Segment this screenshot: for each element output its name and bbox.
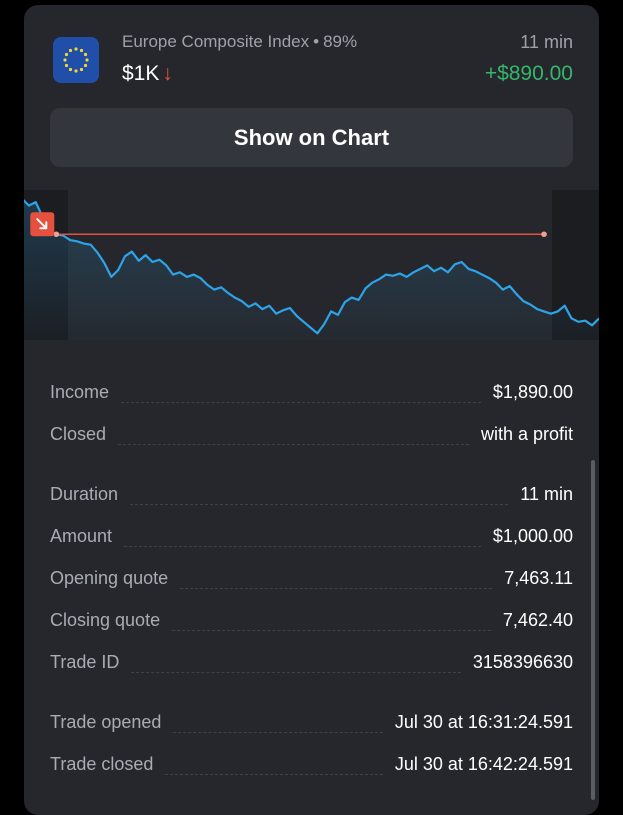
detail-row-amount: Amount $1,000.00 — [50, 511, 573, 553]
trade-id-value: 3158396630 — [472, 652, 573, 672]
closed-value: with a profit — [480, 424, 573, 444]
eu-star-icon — [68, 67, 73, 72]
eu-star-icon — [79, 67, 84, 72]
detail-row-closed: Closed with a profit — [50, 409, 573, 451]
eu-star-icon — [79, 48, 84, 53]
dotted-leader — [172, 629, 491, 631]
detail-row-duration: Duration 11 min — [50, 469, 573, 511]
detail-row-opening-quote: Opening quote 7,463.11 — [50, 553, 573, 595]
income-label: Income — [50, 382, 110, 402]
arrow-down-icon: ↓ — [162, 62, 173, 85]
duration-label: Duration — [50, 484, 119, 504]
eu-star-icon — [68, 48, 73, 53]
profit-amount: +$890.00 — [484, 62, 573, 85]
show-on-chart-button[interactable]: Show on Chart — [50, 108, 573, 167]
trade-opened-label: Trade opened — [50, 712, 162, 732]
detail-row-closing-quote: Closing quote 7,462.40 — [50, 595, 573, 637]
arrow-down-right-icon — [36, 218, 48, 230]
dotted-leader — [121, 401, 481, 403]
separator-dot: • — [313, 32, 320, 51]
closed-label: Closed — [50, 424, 107, 444]
duration-value: 11 min — [520, 484, 573, 504]
dotted-leader — [173, 731, 383, 733]
eu-flag-icon — [53, 37, 99, 83]
income-value: $1,890.00 — [492, 382, 573, 402]
price-area — [24, 200, 599, 340]
eu-star-icon — [64, 63, 69, 68]
trade-header: Europe Composite Index • 89% $1K ↓ 11 min +… — [24, 5, 599, 105]
price-line — [24, 199, 599, 335]
trade-close-marker — [541, 231, 547, 238]
detail-row-trade-opened: Trade opened Jul 30 at 16:31:24.591 — [50, 697, 573, 739]
detail-row-income: Income $1,890.00 — [50, 367, 573, 409]
asset-info: Europe Composite Index • 89% — [122, 32, 357, 52]
eu-stars-icon — [63, 47, 89, 73]
amount-label: Amount — [50, 526, 113, 546]
dotted-leader — [130, 503, 509, 505]
eu-star-icon — [63, 58, 67, 62]
trade-direction-badge — [30, 212, 55, 237]
eu-star-icon — [64, 52, 69, 57]
eu-star-icon — [83, 63, 88, 68]
opening-quote-label: Opening quote — [50, 568, 169, 588]
trade-closed-value: Jul 30 at 16:42:24.591 — [394, 754, 573, 774]
trade-chart — [24, 190, 599, 340]
trade-details-card: Europe Composite Index • 89% $1K ↓ 11 min +… — [24, 5, 599, 815]
eu-star-icon — [83, 52, 88, 57]
dotted-leader — [131, 671, 461, 673]
closing-quote-label: Closing quote — [50, 610, 161, 630]
closing-quote-value: 7,462.40 — [502, 610, 573, 630]
amount-value: $1,000.00 — [492, 526, 573, 546]
trade-closed-label: Trade closed — [50, 754, 154, 774]
amount-short: $1K — [122, 62, 160, 85]
asset-name: Europe Composite Index — [122, 32, 310, 51]
eu-star-icon — [74, 47, 78, 51]
dotted-leader — [165, 773, 383, 775]
trade-details-list: Income $1,890.00 Closed with a profit Du… — [50, 367, 573, 781]
trade-id-label: Trade ID — [50, 652, 120, 672]
chart-svg — [24, 190, 599, 340]
detail-row-trade-id: Trade ID 3158396630 — [50, 637, 573, 679]
opening-quote-value: 7,463.11 — [504, 568, 573, 588]
eu-star-icon — [85, 58, 89, 62]
eu-star-icon — [74, 69, 78, 73]
trade-amount: $1K ↓ — [122, 62, 173, 86]
dotted-leader — [118, 443, 469, 445]
trade-opened-value: Jul 30 at 16:31:24.591 — [394, 712, 573, 732]
payout-percent: 89% — [323, 32, 358, 51]
detail-row-trade-closed: Trade closed Jul 30 at 16:42:24.591 — [50, 739, 573, 781]
duration-short: 11 min — [520, 32, 573, 52]
dotted-leader — [124, 545, 481, 547]
dotted-leader — [180, 587, 493, 589]
trade-open-marker — [53, 231, 60, 238]
scrollbar[interactable] — [591, 460, 595, 800]
